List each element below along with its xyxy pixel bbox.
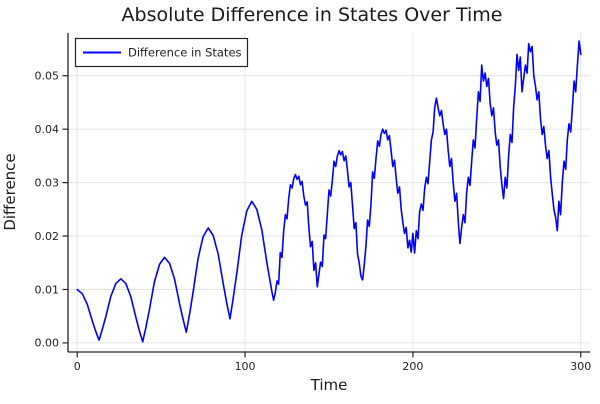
x-tick-label: 300 [570,360,591,373]
gridlines [68,33,590,352]
axes: 0 100 200 300 0.00 0.01 0.02 0.03 0.04 0.05 [35,33,591,373]
y-tick-label: 0.03 [35,176,60,189]
x-axis-label: Time [310,376,348,394]
series-lines [76,40,582,343]
x-tick-label: 200 [402,360,423,373]
legend: Difference in States [74,37,249,68]
difference-series-line [76,40,582,343]
y-tick-label: 0.02 [35,230,60,243]
y-tick-label: 0.01 [35,283,60,296]
y-tick-label: 0.04 [35,123,60,136]
x-tick-label: 0 [74,360,81,373]
legend-entry-label: Difference in States [128,46,242,60]
x-tick-label: 100 [235,360,256,373]
y-tick-label: 0.05 [35,70,60,83]
chart-title: Absolute Difference in States Over Time [122,4,503,26]
y-tick-label: 0.00 [35,337,60,350]
y-axis-label: Difference [1,153,19,230]
